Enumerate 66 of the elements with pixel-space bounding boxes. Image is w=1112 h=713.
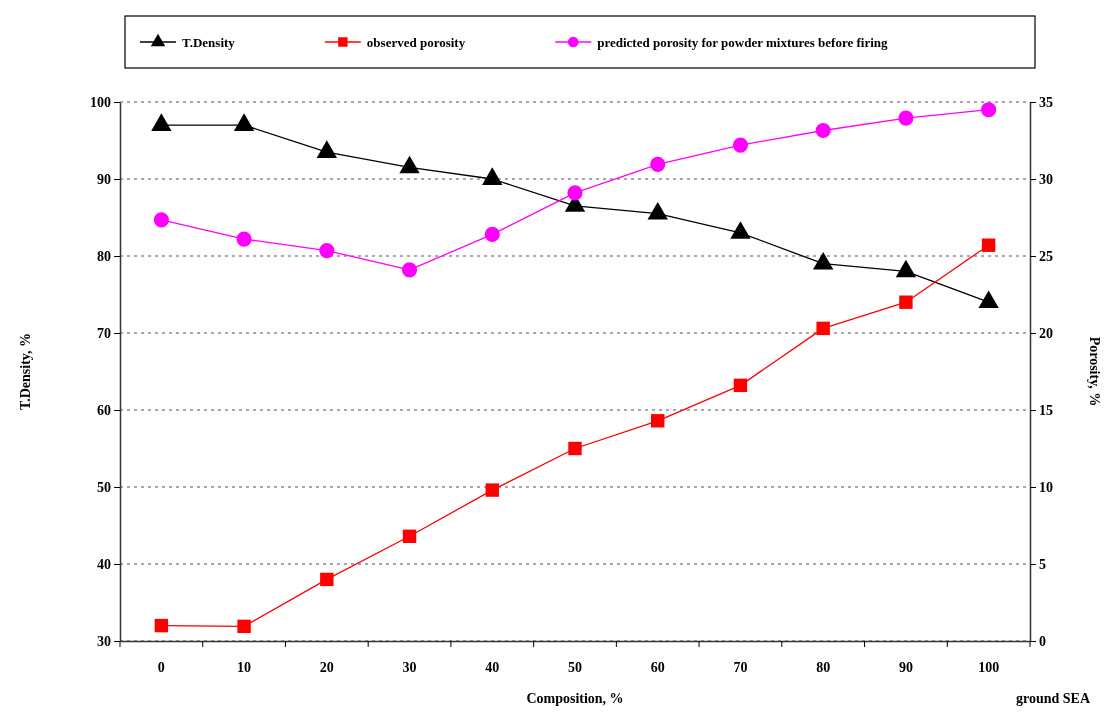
y2-tick-label: 15 (1039, 402, 1053, 418)
point (399, 155, 420, 174)
point (647, 201, 668, 220)
x-tick-label: 30 (402, 660, 417, 676)
point (236, 231, 252, 247)
point (319, 243, 335, 259)
y-tick-label: 80 (97, 248, 111, 264)
y-tick-label: 70 (97, 325, 111, 341)
point (316, 140, 338, 158)
legend-label: predicted porosity for powder mixtures before firing (597, 35, 889, 50)
point (895, 259, 917, 278)
x-tick-label: 20 (319, 660, 334, 676)
legend-label: T.Density (182, 35, 236, 50)
x-tick-label: 10 (237, 660, 252, 676)
x-tick-label: 90 (898, 660, 913, 676)
point (485, 483, 499, 497)
point (730, 221, 751, 239)
y2-tick-label: 30 (1039, 171, 1053, 187)
x-tick-label: 50 (568, 660, 582, 676)
point (816, 321, 830, 336)
point (401, 262, 418, 278)
x-tick-label: 70 (733, 660, 748, 676)
y-tick-label: 30 (97, 633, 111, 649)
point (320, 572, 334, 587)
y-tick-label: 90 (97, 171, 111, 187)
point (233, 113, 255, 131)
y2-tick-label: 10 (1039, 479, 1053, 495)
y2-tick-label: 35 (1039, 94, 1053, 110)
point (484, 226, 500, 242)
point (981, 238, 996, 252)
point (154, 618, 169, 633)
y-axis-title: T.Density, % (18, 332, 33, 411)
point (237, 619, 251, 634)
point (815, 122, 831, 139)
point (567, 185, 583, 201)
x-tick-label: 80 (816, 660, 831, 676)
y2-tick-label: 20 (1039, 325, 1053, 341)
point (733, 378, 748, 393)
y2-axis-title: Porosity, % (1087, 336, 1102, 407)
text: ground SEA (1015, 691, 1091, 706)
y-tick-label: 50 (97, 479, 111, 495)
point (732, 137, 749, 153)
y2-tick-label: 25 (1039, 248, 1053, 264)
point (650, 156, 666, 172)
y-tick-label: 100 (90, 94, 111, 110)
legend-label: observed porosity (366, 35, 466, 50)
point (898, 110, 914, 126)
x-tick-label: 60 (650, 660, 665, 676)
x-tick-label: 0 (157, 660, 165, 676)
point (482, 167, 503, 185)
y-tick-label: 40 (97, 556, 111, 572)
point (899, 295, 913, 309)
point (151, 113, 172, 131)
point (153, 212, 169, 228)
point (978, 290, 999, 309)
y-tick-label: 60 (97, 402, 111, 418)
point (812, 251, 834, 270)
point (651, 414, 665, 428)
x-tick-label: 100 (978, 660, 1000, 676)
point (981, 102, 997, 118)
y2-tick-label: 5 (1039, 556, 1046, 572)
point (402, 529, 417, 543)
point (568, 441, 582, 456)
x-tick-label: 40 (485, 660, 500, 676)
x-axis-title: Composition, % (526, 691, 624, 706)
y2-tick-label: 0 (1039, 633, 1046, 649)
